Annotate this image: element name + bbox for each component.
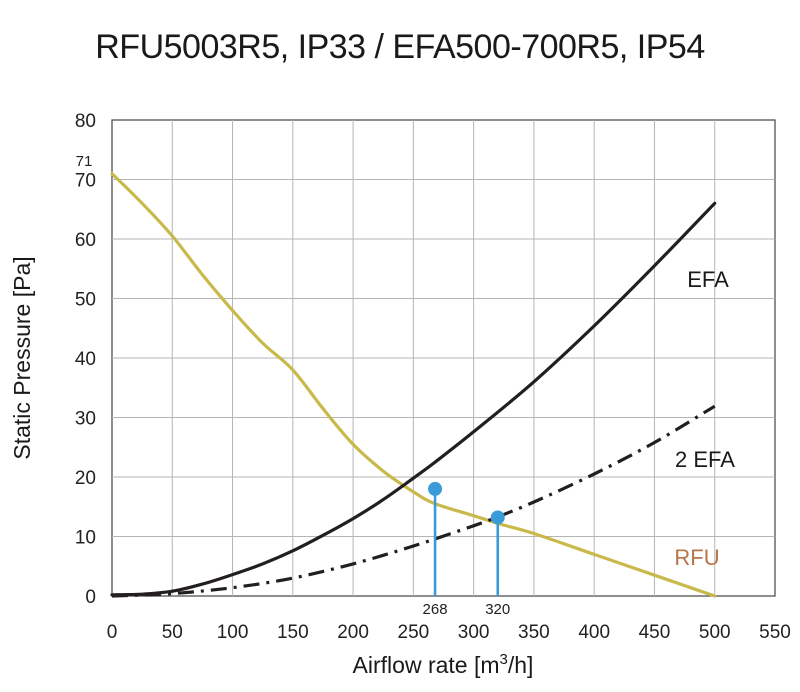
operating-point-marker bbox=[428, 481, 443, 496]
series-label-efa: EFA bbox=[687, 267, 729, 292]
operating-points: 268 320 bbox=[423, 481, 510, 618]
series-label-rfu: RFU bbox=[674, 545, 719, 570]
y-tick-label: 20 bbox=[75, 468, 96, 489]
x-tick-label: 0 bbox=[107, 622, 118, 643]
x-tick-label: 450 bbox=[639, 622, 671, 643]
series-labels: RFU EFA 2 EFA bbox=[674, 267, 735, 570]
operating-point-label: 268 bbox=[423, 601, 448, 618]
y-tick-label: 70 bbox=[75, 171, 96, 192]
operating-point-marker bbox=[490, 510, 505, 525]
x-tick-label: 300 bbox=[458, 622, 490, 643]
y-tick-label: 50 bbox=[75, 290, 96, 311]
y-tick-label: 40 bbox=[75, 349, 96, 370]
x-axis-label-prefix: Airflow rate [m bbox=[353, 652, 500, 678]
x-tick-label: 350 bbox=[518, 622, 550, 643]
y-tick-label: 30 bbox=[75, 409, 96, 430]
x-tick-label: 400 bbox=[578, 622, 610, 643]
chart-title: RFU5003R5, IP33 / EFA500-700R5, IP54 bbox=[95, 28, 705, 66]
x-tick-label: 50 bbox=[162, 622, 183, 643]
operating-point-label: 320 bbox=[485, 601, 510, 618]
series-line-rfu bbox=[110, 172, 717, 598]
series-label-2-efa: 2 EFA bbox=[675, 447, 735, 472]
series-line-efa bbox=[110, 201, 717, 597]
grid-lines bbox=[112, 120, 775, 596]
annotation-71: 71 bbox=[76, 153, 93, 170]
x-tick-label: 150 bbox=[277, 622, 309, 643]
y-tick-label: 0 bbox=[85, 587, 96, 608]
series-group bbox=[110, 172, 717, 598]
x-tick-label: 550 bbox=[759, 622, 791, 643]
x-tick-label: 200 bbox=[337, 622, 369, 643]
x-axis-label: Airflow rate [m3/h] bbox=[353, 651, 534, 678]
x-tick-label: 250 bbox=[398, 622, 430, 643]
y-tick-label: 60 bbox=[75, 230, 96, 251]
y-tick-labels: 0 10 20 30 40 50 60 70 80 bbox=[75, 111, 96, 608]
y-tick-label: 80 bbox=[75, 111, 96, 132]
y-tick-label: 10 bbox=[75, 528, 96, 549]
x-axis-label-superscript: 3 bbox=[500, 651, 508, 668]
y-axis-label: Static Pressure [Pa] bbox=[9, 256, 35, 459]
x-tick-label: 500 bbox=[699, 622, 731, 643]
x-axis-label-suffix: /h] bbox=[508, 652, 534, 678]
x-tick-labels: 0 50 100 150 200 250 300 350 400 450 500 550 bbox=[107, 622, 791, 643]
x-tick-label: 100 bbox=[217, 622, 249, 643]
